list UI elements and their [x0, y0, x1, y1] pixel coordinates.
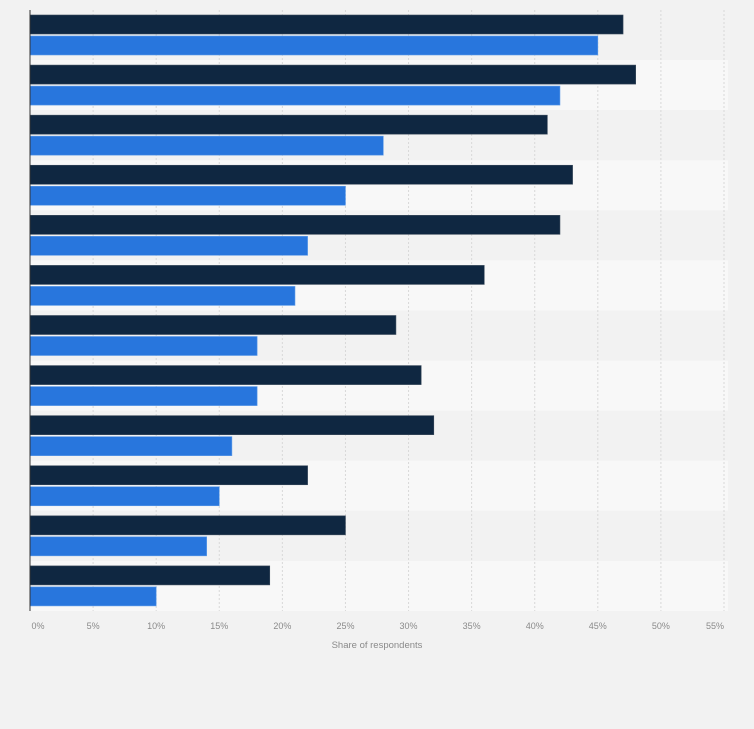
bar-series-1: [29, 515, 346, 536]
x-tick-label: 25%: [336, 621, 354, 631]
x-tick-label: 15%: [210, 621, 228, 631]
bar-series-1: [29, 415, 435, 435]
bar-series-2: [29, 436, 233, 456]
x-tick-label: 40%: [526, 621, 544, 631]
bar-series-2: [29, 486, 220, 507]
bar-series-1: [29, 565, 271, 586]
x-axis-label: Share of respondents: [332, 640, 423, 651]
x-tick-label: 30%: [400, 621, 418, 631]
bar-series-2: [29, 135, 384, 156]
bar-series-1: [29, 164, 573, 185]
bar-series-2: [29, 286, 296, 306]
bar-series-1: [29, 64, 636, 85]
bar-series-2: [29, 336, 258, 356]
bar-series-1: [29, 114, 548, 135]
bar-series-1: [29, 215, 561, 235]
bar-series-2: [29, 386, 258, 406]
bar-series-2: [29, 185, 346, 206]
bar-series-2: [29, 85, 561, 106]
bar-series-2: [29, 536, 207, 557]
bar-series-2: [29, 586, 157, 607]
x-tick-label: 20%: [273, 621, 291, 631]
bar-series-1: [29, 315, 397, 335]
bar-series-1: [29, 14, 624, 35]
x-tick-label: 50%: [652, 621, 670, 631]
bar-series-1: [29, 365, 422, 385]
x-tick-label: 0%: [31, 621, 44, 631]
bar-series-2: [29, 35, 599, 56]
x-tick-label: 55%: [706, 621, 724, 631]
x-tick-label: 45%: [589, 621, 607, 631]
x-tick-label: 35%: [463, 621, 481, 631]
bar-series-1: [29, 465, 308, 486]
bar-series-2: [29, 236, 308, 256]
bar-series-1: [29, 265, 485, 285]
x-tick-label: 10%: [147, 621, 165, 631]
x-tick-label: 5%: [87, 621, 100, 631]
